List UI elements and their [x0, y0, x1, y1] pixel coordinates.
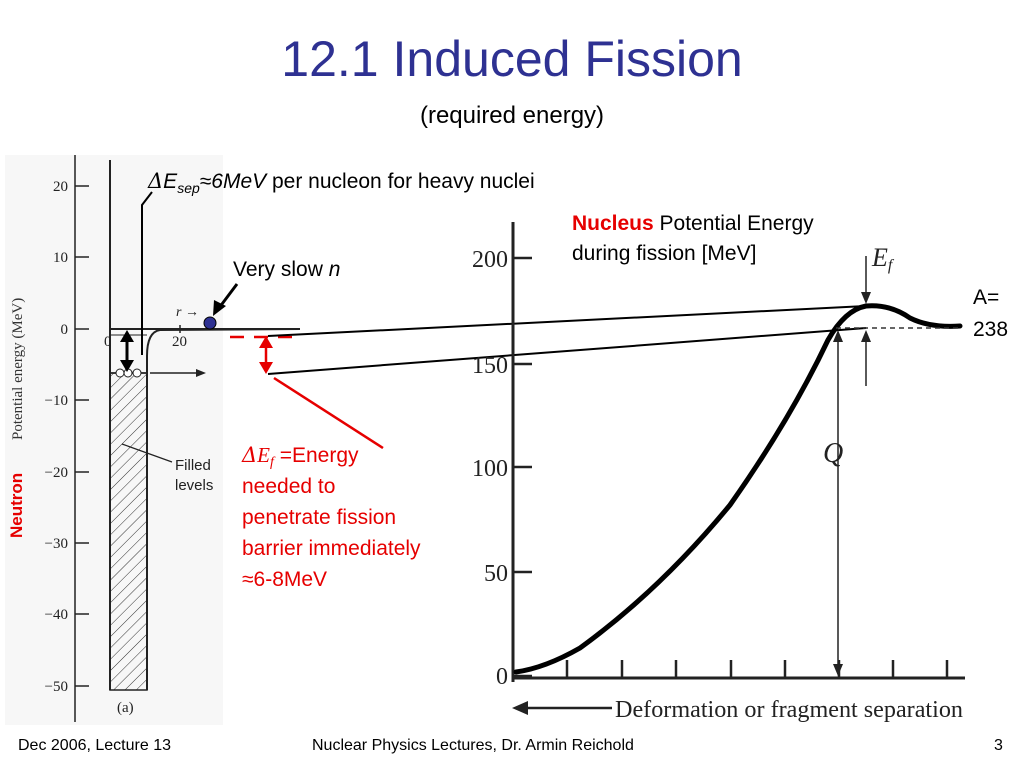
neutron-potential-plot: 20 10 0 −10 −20 −30 −40 −50 Potential en…	[5, 155, 301, 725]
footer-course: Nuclear Physics Lectures, Dr. Armin Reic…	[312, 737, 634, 754]
fission-barrier-indicator	[230, 335, 384, 450]
ef-annotation: ΔEf =Energy needed to penetrate fission …	[241, 443, 421, 591]
left-ytick-label: 20	[53, 179, 68, 195]
fission-energy-curve	[513, 303, 963, 675]
filled-levels-hatch	[109, 372, 148, 691]
panel-label: (a)	[117, 700, 134, 716]
well-right-wall	[146, 328, 301, 690]
right-ytick-label: 100	[472, 456, 508, 482]
slide-title: 12.1 Induced Fission	[281, 31, 743, 87]
esep-leader-line	[141, 191, 153, 355]
right-y-ticks	[513, 256, 532, 678]
left-y-axis-label: Potential energy (MeV)	[10, 298, 26, 440]
level-arrow-head	[196, 369, 206, 377]
ef-annotation-line: barrier immediately	[242, 537, 421, 560]
esep-annotation: ΔEsep≈6MeV per nucleon for heavy nuclei	[147, 169, 535, 196]
right-ytick-label: 200	[472, 247, 508, 273]
slow-neutron-dot	[203, 316, 217, 330]
barrier-arrow-head-up	[259, 336, 273, 348]
nucleus-energy-plot: 200 150 100 50 0 Q Ef Deformation or fra…	[472, 222, 965, 723]
fermi-level-nucleon	[115, 368, 125, 378]
connector-ground-level	[267, 327, 867, 375]
ef-annotation-line: ≈6-8MeV	[242, 568, 327, 591]
left-y-ticks	[75, 185, 89, 687]
footer-date: Dec 2006, Lecture 13	[18, 737, 171, 754]
barrier-leader-line	[273, 376, 384, 450]
esep-arrow-head-down	[120, 360, 134, 372]
left-ytick-label: −20	[45, 465, 68, 481]
left-ytick-label: −50	[45, 679, 68, 695]
ef-annotation-line: needed to	[242, 475, 335, 498]
ef-arrow-up-head	[861, 330, 871, 342]
right-ytick-label: 0	[496, 664, 508, 690]
ef-plot-label: Ef	[871, 243, 895, 274]
right-ytick-label: 150	[472, 353, 508, 379]
mass-number-label: A=	[973, 286, 999, 309]
esep-arrow-head-up	[120, 330, 134, 342]
x-axis-arrow-head	[512, 701, 528, 715]
barrier-arrow-head-down	[259, 362, 273, 374]
slide-subtitle: (required energy)	[419, 102, 605, 129]
left-ytick-label: −40	[45, 607, 68, 623]
q-arrow-head-down	[833, 664, 843, 676]
fermi-level-nucleon	[132, 368, 142, 378]
slow-neutron-pointer-head	[213, 300, 226, 316]
filled-levels-leader	[121, 443, 173, 463]
ef-annotation-line: ΔEf =Energy	[241, 443, 359, 470]
ef-arrow-down-head	[861, 292, 871, 304]
q-label: Q	[823, 438, 843, 469]
right-x-axis-label: Deformation or fragment separation	[615, 697, 963, 723]
r-axis-label: r →	[176, 305, 199, 320]
nucleus-energy-caption-line2: during fission [MeV]	[572, 242, 756, 265]
very-slow-neutron-label: Very slow n	[233, 258, 340, 281]
left-ytick-label: −30	[45, 536, 68, 552]
left-ytick-label: 10	[53, 250, 68, 266]
right-x-ticks	[565, 660, 949, 678]
filled-levels-label: Filled	[175, 457, 211, 474]
neutron-word: Neutron	[7, 473, 26, 538]
right-ytick-label: 50	[484, 561, 508, 587]
q-arrow-head-up	[833, 330, 843, 342]
left-ytick-label: −10	[45, 393, 68, 409]
left-ytick-label: 0	[61, 322, 69, 338]
nucleus-energy-caption: Nucleus Potential Energy	[572, 212, 814, 235]
footer-page-number: 3	[994, 737, 1003, 754]
connector-barrier-top	[267, 305, 867, 337]
left-xtick-label: 0	[104, 334, 112, 350]
filled-levels-label: levels	[175, 477, 213, 494]
left-xtick-label: 20	[172, 334, 187, 350]
ef-annotation-line: penetrate fission	[242, 506, 396, 529]
mass-number-value: 238	[973, 318, 1008, 341]
